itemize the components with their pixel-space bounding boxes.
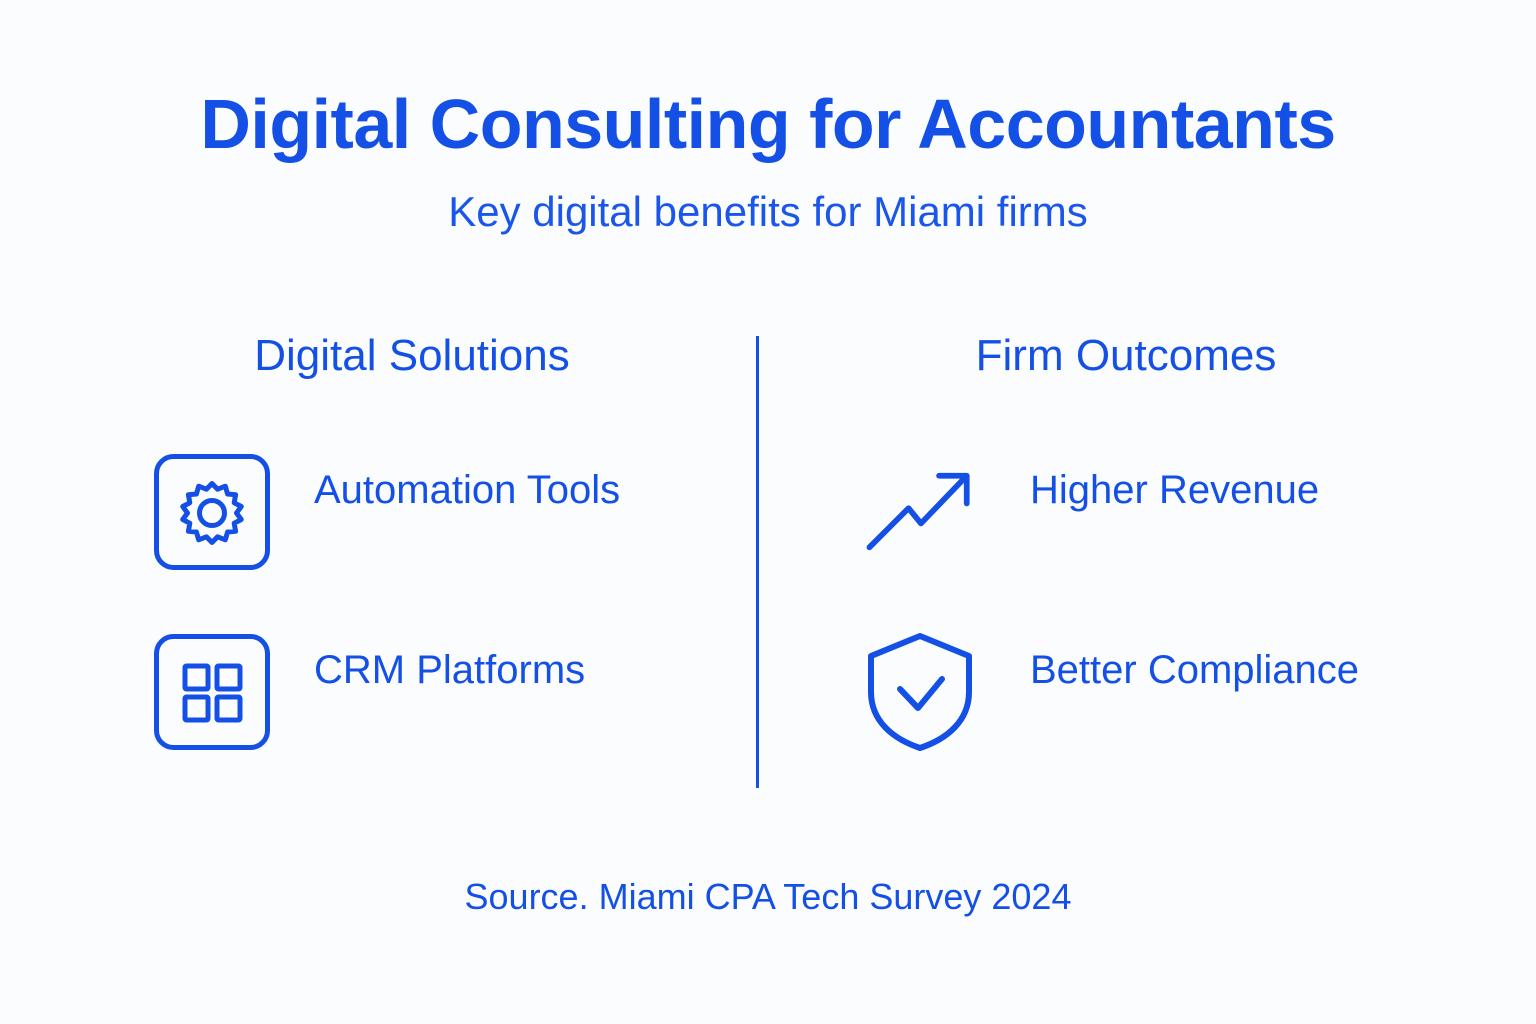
header: Digital Consulting for Accountants Key d… bbox=[0, 88, 1536, 235]
list-item-label: CRM Platforms bbox=[314, 648, 586, 692]
list-item-automation-tools[interactable]: Automation Tools bbox=[56, 450, 756, 574]
list-item-higher-revenue[interactable]: Higher Revenue bbox=[790, 450, 1490, 574]
column-divider bbox=[756, 336, 759, 788]
source-note: Source. Miami CPA Tech Survey 2024 bbox=[464, 876, 1072, 917]
column-right-items: Higher Revenue Better Compliance bbox=[790, 450, 1490, 754]
list-item-label: Higher Revenue bbox=[1030, 468, 1320, 512]
shield-check-icon bbox=[858, 630, 982, 754]
list-item-label: Automation Tools bbox=[314, 468, 621, 512]
list-item-label: Better Compliance bbox=[1030, 648, 1360, 692]
page-title: Digital Consulting for Accountants bbox=[200, 85, 1336, 163]
list-item-crm-platforms[interactable]: CRM Platforms bbox=[56, 630, 756, 754]
trending-up-arrow-icon bbox=[858, 450, 982, 574]
gear-in-rounded-square-icon bbox=[150, 450, 274, 574]
column-firm-outcomes: Firm Outcomes Higher Revenue bbox=[790, 331, 1490, 751]
column-digital-solutions: Digital Solutions Automation Tools bbox=[56, 331, 756, 750]
list-item-better-compliance[interactable]: Better Compliance bbox=[790, 630, 1490, 754]
page-subtitle: Key digital benefits for Miami firms bbox=[448, 187, 1088, 235]
columns-container: Digital Solutions Automation Tools bbox=[0, 331, 1536, 802]
column-heading-left: Digital Solutions bbox=[254, 331, 570, 380]
column-left-items: Automation Tools CRM Platforms bbox=[56, 450, 756, 754]
column-heading-right: Firm Outcomes bbox=[975, 331, 1277, 380]
grid-in-rounded-square-icon bbox=[150, 630, 274, 754]
